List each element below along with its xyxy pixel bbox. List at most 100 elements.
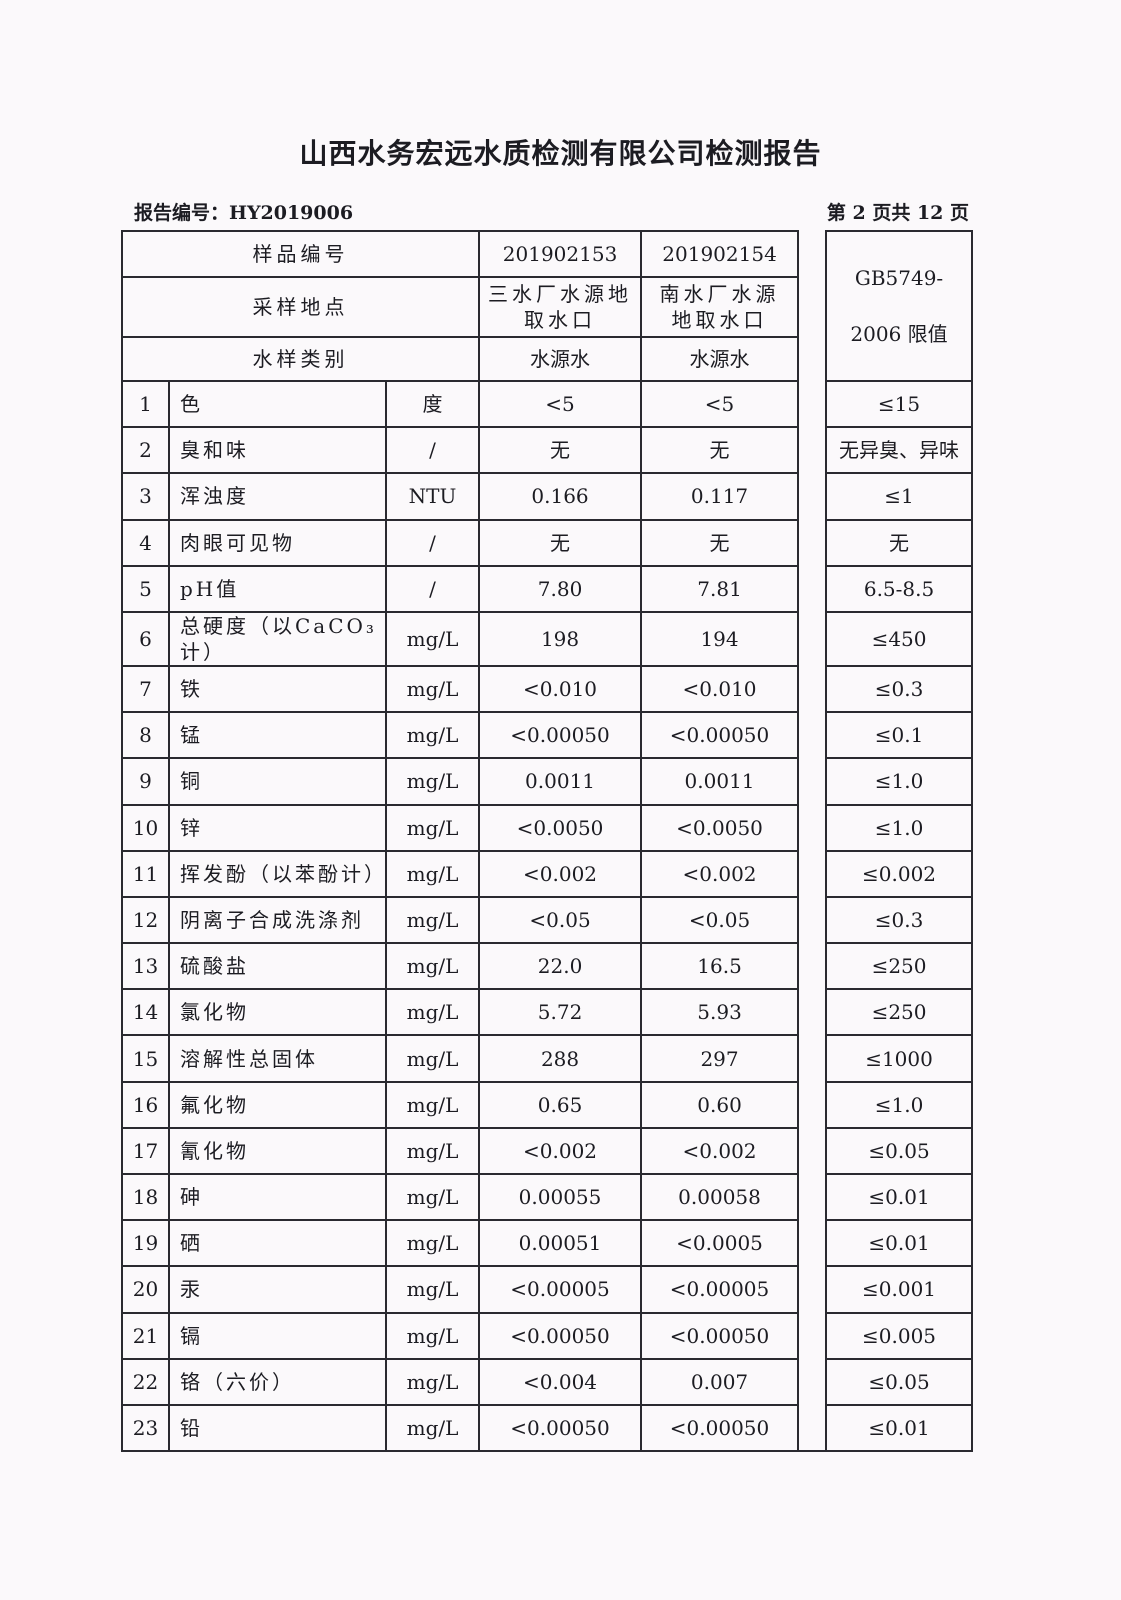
table-row: 16 氟化物 mg/L 0.65 0.60 ≤1.0 xyxy=(121,1080,974,1129)
sample-2-value: <0.05 xyxy=(640,895,800,945)
header-row-type: 水样类别 水源水 水源水 xyxy=(120,336,972,382)
limit-header-line2: 2006 限值 xyxy=(850,322,948,346)
unit: mg/L xyxy=(384,942,481,991)
limit-value: ≤1 xyxy=(825,472,974,521)
row-number: 6 xyxy=(121,610,170,667)
sample-2-value: 无 xyxy=(640,426,800,475)
sample-1-value: 7.80 xyxy=(478,564,643,613)
sample-1-value: 0.00051 xyxy=(478,1219,643,1268)
gap-cell xyxy=(797,804,828,851)
sample-1-value: 无 xyxy=(478,426,643,475)
row-number: 3 xyxy=(121,472,170,521)
unit: mg/L xyxy=(384,757,481,806)
table-row: 23 铅 mg/L <0.00050 <0.00050 ≤0.01 xyxy=(121,1403,974,1453)
unit: mg/L xyxy=(384,1126,481,1176)
sample-1-value: <0.00005 xyxy=(478,1265,643,1314)
table-row: 9 铜 mg/L 0.0011 0.0011 ≤1.0 xyxy=(121,757,974,806)
limit-value: ≤0.3 xyxy=(825,895,974,945)
table-row: 19 硒 mg/L 0.00051 <0.0005 ≤0.01 xyxy=(121,1219,974,1268)
sample-2-value: 0.60 xyxy=(640,1080,800,1129)
report-title: 山西水务宏远水质检测有限公司检测报告 xyxy=(299,137,822,170)
limit-value: ≤0.01 xyxy=(825,1172,974,1222)
item-name: 铅 xyxy=(168,1403,387,1453)
gap-cell xyxy=(797,1266,828,1313)
table-row: 3 浑浊度 NTU 0.166 0.117 ≤1 xyxy=(121,472,974,521)
type-label: 水样类别 xyxy=(120,336,481,382)
limit-header-line1: GB5749- xyxy=(854,266,944,290)
header-row-sample-no: 样品编号 201902153 201902154 GB5749- 2006 限值 xyxy=(120,230,974,382)
row-number: 23 xyxy=(121,1403,170,1453)
table-row: 15 溶解性总固体 mg/L 288 297 ≤1000 xyxy=(121,1034,974,1083)
gap-cell xyxy=(797,943,828,990)
table-row: 4 肉眼可见物 / 无无无 xyxy=(121,518,974,567)
table-row: 13 硫酸盐 mg/L 22.0 16.5 ≤250 xyxy=(121,942,974,991)
limit-value: ≤0.01 xyxy=(825,1219,974,1268)
sample-1-value: 288 xyxy=(478,1034,643,1083)
limit-value: 无异臭、异味 xyxy=(825,426,974,475)
sample-2-value: 0.007 xyxy=(640,1357,800,1406)
row-number: 11 xyxy=(121,849,170,898)
gap-cell xyxy=(797,519,828,566)
item-name: 汞 xyxy=(168,1265,387,1314)
unit: mg/L xyxy=(384,1311,481,1360)
unit: mg/L xyxy=(384,1219,481,1268)
gap-cell xyxy=(797,896,828,944)
item-name: 铁 xyxy=(168,664,387,714)
row-number: 19 xyxy=(121,1219,170,1268)
sample-1-value: <0.004 xyxy=(478,1357,643,1406)
table-row: 6 总硬度（以CaCO₃计） mg/L 198 194 ≤450 xyxy=(121,610,974,667)
sample-1-value: <5 xyxy=(478,379,643,429)
gap-cell xyxy=(797,1312,828,1359)
limit-value: ≤0.1 xyxy=(825,711,974,760)
unit: mg/L xyxy=(384,1172,481,1222)
sample-2-value: <0.00050 xyxy=(640,1403,800,1453)
sample-2-value: 194 xyxy=(640,610,800,667)
item-name: 挥发酚（以苯酚计） xyxy=(168,849,387,898)
unit: / xyxy=(384,426,481,475)
item-name: 浑浊度 xyxy=(168,472,387,521)
gap-cell xyxy=(797,758,828,805)
item-name: 臭和味 xyxy=(168,426,387,475)
row-number: 4 xyxy=(121,518,170,567)
unit: mg/L xyxy=(384,803,481,852)
gap-column xyxy=(797,231,828,381)
sample-2-value: 16.5 xyxy=(640,942,800,991)
sample-2-value: 0.00058 xyxy=(640,1172,800,1222)
sample-2-value: <0.002 xyxy=(640,1126,800,1176)
table-row: 11 挥发酚（以苯酚计） mg/L <0.002 <0.002 ≤0.002 xyxy=(121,849,974,898)
site-2: 南水厂水源地取水口 xyxy=(640,276,800,338)
sample-no-label: 样品编号 xyxy=(120,230,481,278)
row-number: 20 xyxy=(121,1265,170,1314)
row-number: 7 xyxy=(121,664,170,714)
gap-cell xyxy=(797,1174,828,1221)
sample-2-value: <0.002 xyxy=(640,849,800,898)
limit-value: ≤0.01 xyxy=(825,1403,974,1453)
site-1: 三水厂水源地取水口 xyxy=(478,276,643,338)
sample-1-value: 0.00055 xyxy=(478,1172,643,1222)
sample-1-value: <0.002 xyxy=(478,1126,643,1176)
row-number: 13 xyxy=(121,942,170,991)
unit: / xyxy=(384,564,481,613)
row-number: 14 xyxy=(121,988,170,1037)
row-number: 10 xyxy=(121,803,170,852)
limit-value: ≤1000 xyxy=(825,1034,974,1083)
limit-value: ≤0.05 xyxy=(825,1357,974,1406)
sample-1-value: 5.72 xyxy=(478,988,643,1037)
limit-value: 6.5-8.5 xyxy=(825,564,974,613)
gap-cell xyxy=(797,665,828,713)
row-number: 17 xyxy=(121,1126,170,1176)
unit: mg/L xyxy=(384,610,481,667)
limit-value: ≤1.0 xyxy=(825,757,974,806)
gap-cell xyxy=(797,1127,828,1174)
item-name: 砷 xyxy=(168,1172,387,1222)
limit-value: ≤250 xyxy=(825,988,974,1037)
sample-1-value: <0.05 xyxy=(478,895,643,945)
gap-cell xyxy=(797,712,828,759)
table-row: 17 氰化物 mg/L <0.002 <0.002 ≤0.05 xyxy=(121,1126,974,1176)
limit-value: ≤450 xyxy=(825,610,974,667)
unit: mg/L xyxy=(384,849,481,898)
limit-value: ≤0.001 xyxy=(825,1265,974,1314)
table-row: 5 pH值/7.80 7.81 6.5-8.5 xyxy=(121,564,974,613)
item-name: 镉 xyxy=(168,1311,387,1360)
sample-2-value: <0.00050 xyxy=(640,711,800,760)
